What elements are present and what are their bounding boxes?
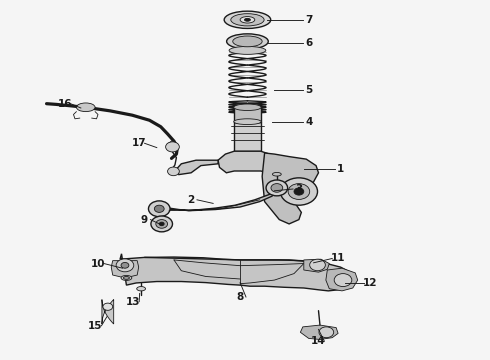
Ellipse shape (123, 276, 129, 279)
Polygon shape (176, 160, 218, 175)
Ellipse shape (76, 103, 95, 112)
Polygon shape (234, 122, 261, 151)
Ellipse shape (137, 287, 146, 291)
Polygon shape (111, 261, 139, 278)
Text: 8: 8 (237, 292, 244, 302)
Ellipse shape (226, 34, 269, 49)
Polygon shape (218, 151, 277, 173)
Text: 10: 10 (91, 258, 105, 269)
Circle shape (319, 327, 334, 338)
Text: 16: 16 (57, 99, 72, 109)
Ellipse shape (121, 275, 132, 280)
Text: 17: 17 (131, 138, 146, 148)
Circle shape (294, 188, 304, 195)
Ellipse shape (224, 11, 270, 28)
Ellipse shape (234, 104, 261, 111)
Text: 9: 9 (141, 215, 148, 225)
Text: 14: 14 (311, 336, 326, 346)
Circle shape (156, 220, 168, 228)
Ellipse shape (229, 46, 266, 54)
Circle shape (280, 178, 318, 205)
Circle shape (148, 201, 170, 217)
Ellipse shape (234, 119, 261, 125)
Text: 11: 11 (331, 253, 345, 264)
Text: 1: 1 (337, 164, 344, 174)
Text: 4: 4 (305, 117, 313, 127)
Ellipse shape (240, 17, 255, 23)
Circle shape (154, 205, 164, 212)
Polygon shape (300, 325, 338, 339)
Circle shape (121, 262, 129, 268)
Text: 7: 7 (305, 15, 313, 25)
Polygon shape (304, 259, 329, 272)
Polygon shape (326, 268, 358, 291)
Circle shape (334, 274, 352, 287)
Polygon shape (102, 300, 114, 324)
Ellipse shape (231, 14, 264, 26)
Ellipse shape (272, 172, 281, 176)
Text: 3: 3 (295, 184, 302, 194)
Circle shape (168, 167, 179, 176)
Text: 2: 2 (188, 195, 195, 205)
Polygon shape (120, 254, 355, 291)
Circle shape (159, 222, 164, 226)
Ellipse shape (245, 18, 250, 21)
Circle shape (116, 259, 134, 272)
Polygon shape (262, 153, 318, 224)
Circle shape (271, 184, 283, 192)
Text: 13: 13 (126, 297, 141, 307)
Ellipse shape (233, 36, 262, 47)
Text: 15: 15 (88, 321, 103, 331)
Text: 12: 12 (363, 278, 377, 288)
Circle shape (166, 142, 179, 152)
Text: 5: 5 (305, 85, 312, 95)
Circle shape (288, 184, 310, 199)
Circle shape (151, 216, 172, 232)
Polygon shape (157, 192, 277, 211)
Text: 6: 6 (305, 38, 312, 48)
Bar (234, 107, 261, 122)
Circle shape (103, 303, 113, 310)
Circle shape (310, 259, 325, 271)
Circle shape (266, 180, 288, 196)
